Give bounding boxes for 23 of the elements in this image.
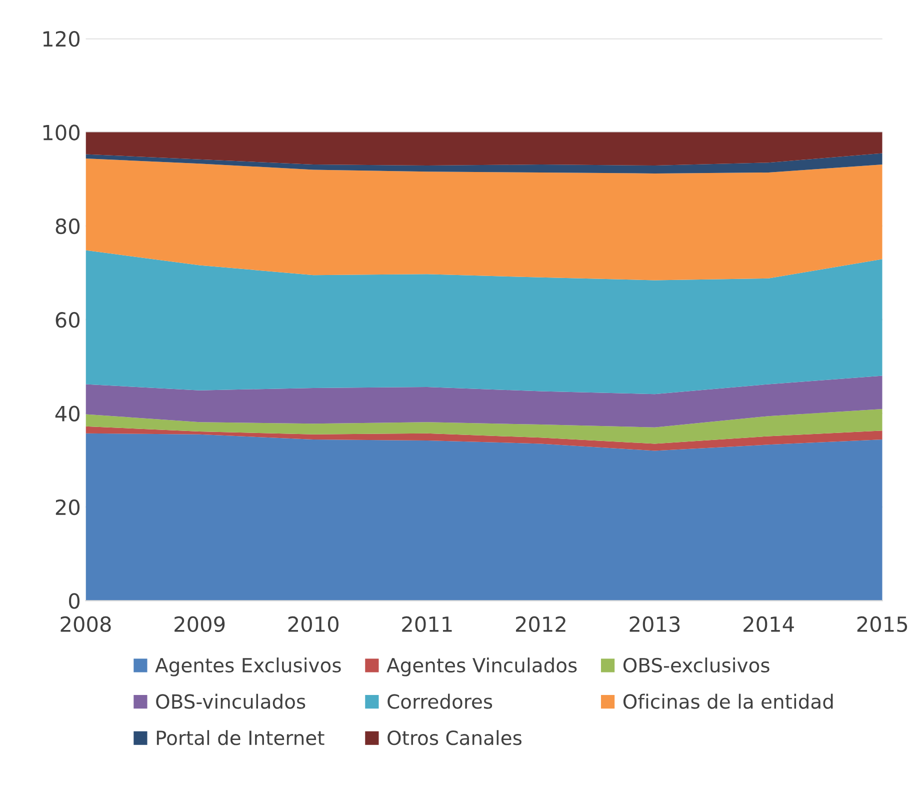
y-tick-label: 80 [56, 218, 80, 234]
y-tick-label: 40 [55, 406, 80, 422]
x-tick-label: 2012 [516, 616, 566, 632]
legend-label: Agentes Exclusivos [155, 657, 341, 676]
legend-label: Agentes Vinculados [386, 657, 577, 676]
legend-label: Oficinas de la entidad [623, 694, 833, 709]
x-tick-label: 2011 [402, 616, 452, 632]
x-tick-label: 2008 [60, 616, 111, 632]
x-tick-label: 2015 [857, 616, 908, 632]
legend-label: Portal de Internet [156, 730, 324, 746]
legend-label: OBS-vinculados [156, 694, 306, 709]
y-tick-label: 120 [43, 30, 80, 47]
y-tick-label: 60 [56, 312, 80, 328]
legend-label: Corredores [388, 694, 492, 709]
y-tick-label: 20 [56, 499, 80, 516]
legend-label: Otros Canales [388, 730, 522, 746]
legend-label: OBS-exclusivos [623, 657, 770, 673]
x-tick-label: 2009 [174, 616, 225, 632]
y-tick-label: 0 [69, 593, 80, 609]
x-tick-label: 2010 [288, 616, 338, 632]
x-tick-label: 2014 [744, 616, 794, 632]
y-tick-label: 100 [43, 124, 80, 140]
x-tick-label: 2013 [630, 616, 680, 632]
